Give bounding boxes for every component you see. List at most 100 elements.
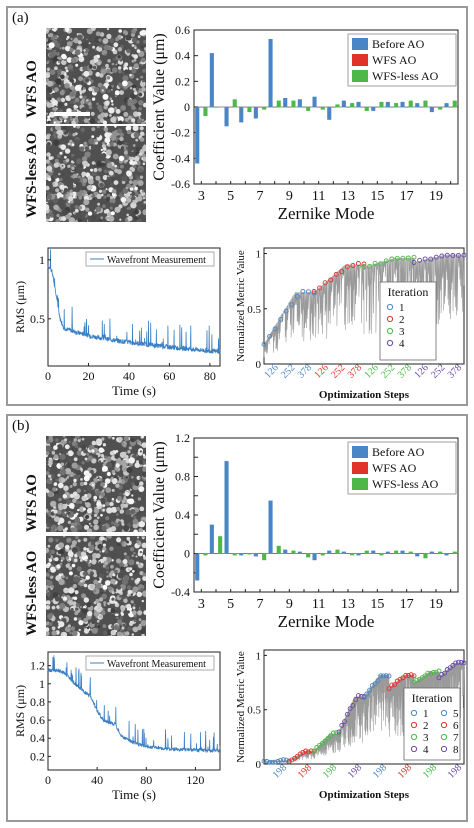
- speckle-dot: [61, 53, 67, 60]
- bar: [316, 107, 321, 108]
- speckle-dot: [128, 175, 134, 180]
- speckle-dot: [105, 149, 112, 156]
- speckle-dot: [64, 155, 67, 159]
- speckle-dot: [93, 513, 98, 517]
- speckle-dot: [123, 30, 127, 35]
- metric-point: [328, 277, 334, 283]
- speckle-dot: [123, 111, 129, 117]
- speckle-dot: [84, 151, 91, 158]
- legend-marker: [440, 721, 448, 729]
- speckle-dot: [82, 160, 89, 167]
- speckle-dot: [125, 631, 130, 636]
- speckle-dot: [53, 139, 60, 146]
- speckle-dot: [112, 465, 115, 468]
- metric-point: [361, 261, 367, 267]
- speckle-dot: [137, 204, 142, 210]
- speckle-dot: [81, 212, 86, 218]
- speckle-dot: [132, 144, 136, 147]
- speckle-dot: [79, 90, 83, 93]
- speckle-dot: [69, 511, 74, 515]
- speckle-dot: [131, 569, 135, 573]
- speckle-dot: [102, 443, 106, 447]
- y-tick-label: 0.2: [175, 74, 190, 88]
- speckle-dot: [48, 558, 53, 562]
- speckle-dot: [131, 554, 134, 557]
- speckle-dot: [46, 219, 49, 222]
- legend-label: WFS AO: [372, 53, 417, 67]
- speckle-dot: [81, 156, 88, 162]
- speckle-dot: [77, 508, 80, 512]
- speckle-dot: [108, 107, 115, 114]
- speckle-dot: [100, 216, 104, 220]
- speckle-dot: [126, 35, 132, 41]
- speckle-dot: [109, 546, 114, 551]
- speckle-dot: [102, 556, 107, 561]
- speckle-dot: [130, 577, 134, 581]
- speckle-dot: [67, 624, 71, 628]
- speckle-dot: [142, 530, 145, 532]
- speckle-dot: [46, 600, 51, 605]
- speckle-dot: [49, 69, 56, 75]
- speckle-dot: [121, 626, 125, 630]
- speckle-dot: [139, 175, 144, 179]
- speckle-dot: [78, 56, 85, 63]
- speckle-dot: [134, 46, 137, 50]
- metric-point: [383, 258, 389, 264]
- speckle-dot: [102, 630, 108, 636]
- speckle-dot: [46, 624, 50, 628]
- speckle-dot: [91, 483, 95, 487]
- speckle-dot: [142, 80, 145, 83]
- bar: [389, 107, 394, 108]
- bar: [404, 553, 409, 554]
- speckle-dot: [135, 175, 140, 179]
- y-tick-label: 0.5: [247, 705, 261, 717]
- speckle-dot: [120, 146, 125, 150]
- speckle-dot: [131, 201, 135, 205]
- speckle-dot: [111, 597, 115, 601]
- speckle-dot: [140, 587, 144, 592]
- speckle-dot: [129, 187, 134, 191]
- speckle-dot: [93, 579, 99, 585]
- metric-point: [336, 731, 342, 737]
- bar: [297, 551, 302, 554]
- speckle-dot: [49, 478, 52, 481]
- speckle-dot: [46, 173, 49, 178]
- speckle-dot: [100, 610, 106, 616]
- speckle-dot: [90, 524, 93, 527]
- speckle-dot: [68, 132, 72, 137]
- metric-point: [372, 681, 378, 687]
- speckle-dot: [46, 627, 50, 632]
- speckle-dot: [109, 197, 116, 204]
- speckle-dot: [57, 548, 64, 555]
- speckle-dot: [115, 195, 120, 201]
- speckle-dot: [49, 566, 57, 573]
- speckle-dot: [52, 99, 58, 106]
- speckle-dot: [130, 593, 133, 596]
- speckle-dot: [75, 63, 79, 67]
- speckle-dot: [96, 501, 102, 507]
- speckle-dot: [51, 605, 56, 610]
- metric-point: [267, 759, 273, 765]
- speckle-dot: [46, 451, 50, 456]
- speckle-dot: [80, 131, 84, 136]
- speckle-dot: [61, 478, 66, 483]
- speckle-dot: [92, 45, 95, 49]
- speckle-dot: [85, 99, 89, 102]
- speckle-dot: [114, 569, 118, 574]
- speckle-dot: [60, 144, 67, 150]
- speckle-dot: [73, 617, 78, 621]
- panel-label: (b): [12, 418, 30, 434]
- speckle-dot: [67, 450, 74, 457]
- speckle-dot: [74, 590, 79, 595]
- speckle-dot: [117, 470, 124, 478]
- speckle-dot: [115, 37, 119, 42]
- metric-point: [436, 668, 442, 674]
- speckle-dot: [97, 624, 101, 628]
- speckle-dot: [59, 469, 67, 476]
- speckle-dot: [86, 528, 93, 532]
- speckle-dot: [47, 587, 51, 591]
- bar: [404, 107, 409, 108]
- speckle-dot: [46, 591, 51, 597]
- speckle-dot: [130, 56, 133, 60]
- speckle-dot: [95, 141, 98, 145]
